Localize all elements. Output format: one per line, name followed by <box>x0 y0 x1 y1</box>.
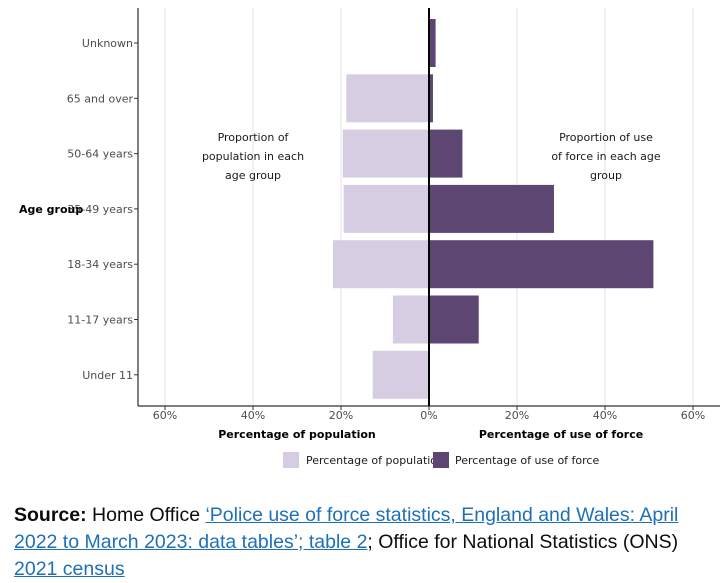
y-tick-label-under-11: Under 11 <box>82 369 133 382</box>
y-tick-label-18-34-years: 18-34 years <box>67 258 133 271</box>
source-link-police-stats[interactable]: ‘Police use of force statistics, England… <box>14 504 679 553</box>
chart: Unknown 65 and over 50-64 years 35-49 years… <box>19 8 720 468</box>
x-tick-label-right-1: 40% <box>593 409 617 422</box>
bar-use-of-force-11-17-years <box>429 295 479 344</box>
source-text-1: Home Office <box>86 504 206 526</box>
y-tick-label-unknown: Unknown <box>82 37 133 50</box>
annotation-right-line-1: Proportion of use <box>559 131 653 144</box>
source-note: Source: Home Office ‘Police use of force… <box>14 502 714 583</box>
annotation-right-line-2: of force in each age <box>551 150 661 163</box>
annotation-right-line-3: group <box>590 169 622 182</box>
bar-population-18-34-years <box>333 240 429 289</box>
legend-swatch-population <box>283 452 299 468</box>
bar-population-50-64-years <box>342 129 429 178</box>
legend-swatch-use-of-force <box>433 452 449 468</box>
x-tick-label-left-1: 40% <box>241 409 265 422</box>
source-text-2: ; Office for National Statistics (ONS) <box>367 531 679 553</box>
x-tick-label-right-2: 60% <box>681 409 705 422</box>
bar-population-65-and-over <box>346 74 429 123</box>
y-tick-label-11-17-years: 11-17 years <box>67 314 133 327</box>
x-axis-title-right: Percentage of use of force <box>479 428 643 441</box>
legend-label-population: Percentage of population <box>306 454 444 467</box>
legend-label-use-of-force: Percentage of use of force <box>455 454 599 467</box>
x-tick-label-left-3: 0% <box>420 409 437 422</box>
annotation-left-line-3: age group <box>225 169 281 182</box>
x-tick-label-left-0: 60% <box>153 409 177 422</box>
bar-use-of-force-unknown <box>429 19 436 67</box>
x-axis-title-left: Percentage of population <box>218 428 376 441</box>
bar-use-of-force-50-64-years <box>429 129 463 178</box>
y-tick-label-35-49-years: 35-49 years <box>67 203 133 216</box>
annotation-left-line-2: population in each <box>202 150 304 163</box>
chart-svg: Unknown 65 and over 50-64 years 35-49 years… <box>19 8 720 468</box>
y-tick-label-50-64-years: 50-64 years <box>67 148 133 161</box>
annotation-left-line-1: Proportion of <box>218 131 290 144</box>
source-label: Source: <box>14 504 87 526</box>
source-link-census[interactable]: 2021 census <box>14 558 125 580</box>
bar-population-11-17-years <box>392 295 429 344</box>
bar-population-under-11 <box>372 350 429 399</box>
x-tick-label-left-2: 20% <box>329 409 353 422</box>
bar-use-of-force-18-34-years <box>429 240 654 289</box>
x-tick-label-right-0: 20% <box>505 409 529 422</box>
bar-use-of-force-35-49-years <box>429 184 554 233</box>
bar-use-of-force-65-and-over <box>429 74 433 123</box>
bar-population-35-49-years <box>343 184 429 233</box>
y-axis-title: Age group <box>19 203 83 216</box>
y-tick-label-65-and-over: 65 and over <box>67 92 134 105</box>
